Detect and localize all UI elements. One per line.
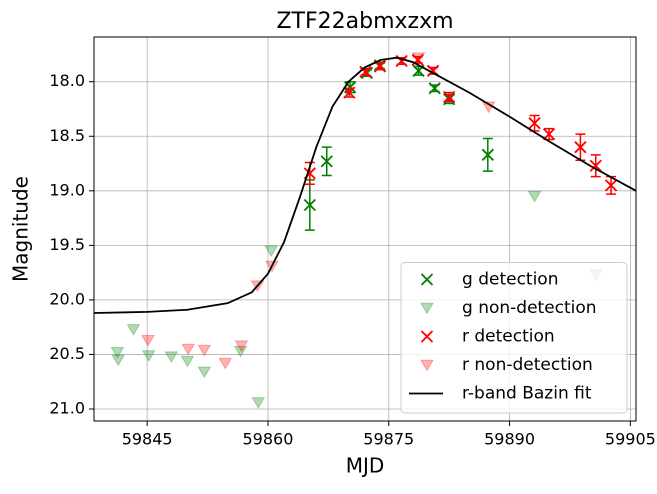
non-detection-marker (197, 366, 212, 379)
x-tick-label: 59890 (484, 430, 535, 449)
non-detection-marker (110, 346, 125, 359)
detection-marker (428, 82, 441, 95)
detection-marker (443, 90, 456, 104)
detection-marker (481, 148, 494, 161)
detection-marker (303, 198, 316, 212)
non-detection-marker (180, 355, 195, 368)
detection-marker (574, 141, 587, 154)
detection-marker (542, 127, 556, 141)
detection-marker (589, 159, 602, 172)
y-tick-label: 20.0 (49, 289, 85, 308)
y-tick-label: 20.5 (49, 344, 85, 363)
non-detection-marker (233, 345, 248, 358)
legend-label: r detection (462, 327, 555, 347)
y-tick-label: 19.0 (49, 180, 85, 199)
detection-marker (528, 117, 541, 130)
legend-marker (420, 273, 434, 286)
non-detection-marker (527, 190, 542, 203)
chart-title: ZTF22abmxzxm (276, 9, 453, 34)
non-detection-marker (264, 245, 279, 258)
non-detection-marker (141, 350, 156, 362)
non-detection-marker (218, 357, 233, 370)
plot-area (94, 52, 636, 409)
legend-marker (420, 330, 434, 343)
non-detection-marker (411, 52, 426, 65)
y-tick-label: 19.5 (49, 235, 85, 254)
non-detection-marker (164, 351, 179, 364)
plot-frame (93, 36, 637, 422)
x-tick-label: 59875 (363, 430, 414, 449)
detection-marker (343, 86, 356, 99)
legend-marker (420, 359, 434, 372)
non-detection-marker (141, 334, 155, 347)
non-detection-marker (251, 397, 266, 409)
legend-label: g detection (462, 270, 558, 290)
detection-marker (359, 65, 372, 79)
x-tick-label: 59905 (605, 430, 656, 449)
legend-label: r-band Bazin fit (462, 384, 592, 404)
legend-marker (420, 302, 434, 315)
x-tick-label: 59860 (243, 430, 294, 449)
non-detection-marker (126, 324, 141, 336)
legend-label: g non-detection (462, 298, 597, 318)
legend-box (400, 262, 628, 414)
y-tick-label: 18.5 (49, 126, 85, 145)
non-detection-marker (234, 340, 249, 353)
x-axis-label: MJD (346, 454, 385, 478)
non-detection-marker (197, 344, 212, 357)
y-tick-label: 21.0 (49, 399, 85, 418)
non-detection-marker (111, 354, 126, 367)
y-axis-label: Magnitude (9, 176, 33, 282)
legend-label: r non-detection (462, 355, 593, 375)
y-tick-label: 18.0 (49, 71, 85, 90)
detection-marker (604, 179, 618, 192)
non-detection-marker (481, 101, 496, 114)
x-tick-label: 59845 (122, 430, 173, 449)
non-detection-marker (181, 343, 196, 356)
detection-marker (320, 155, 333, 168)
fit-line (94, 56, 636, 314)
